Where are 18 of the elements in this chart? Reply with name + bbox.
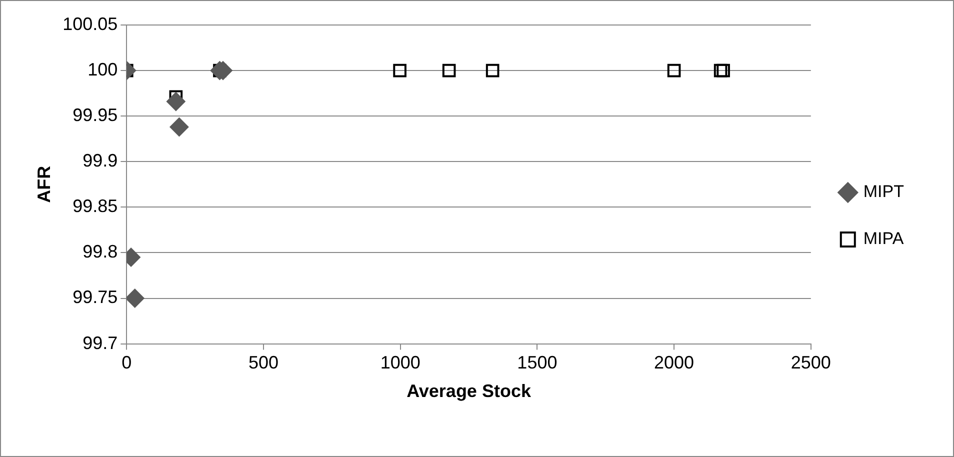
x-tick-label: 500 [248, 352, 279, 373]
x-axis-title: Average Stock [406, 381, 532, 402]
y-tick-label: 99.9 [82, 150, 118, 171]
y-tick-label: 100.05 [62, 14, 118, 34]
y-tick-label: 99.7 [82, 332, 118, 353]
x-tick-label: 1000 [380, 352, 420, 373]
y-tick-label: 99.8 [82, 242, 118, 262]
x-tick-label: 2000 [654, 352, 694, 373]
y-tick-label: 99.75 [72, 287, 118, 308]
y-axis-title: AFR [34, 166, 54, 203]
x-tick-label: 1500 [517, 352, 558, 373]
legend-label: MIPA [863, 229, 904, 248]
x-tick-label: 2500 [790, 352, 831, 373]
y-tick-label: 100 [88, 60, 118, 80]
y-tick-label: 99.85 [72, 196, 118, 216]
y-tick-label: 99.95 [72, 105, 118, 126]
legend-label: MIPT [863, 182, 904, 202]
x-tick-label: 0 [122, 352, 132, 373]
